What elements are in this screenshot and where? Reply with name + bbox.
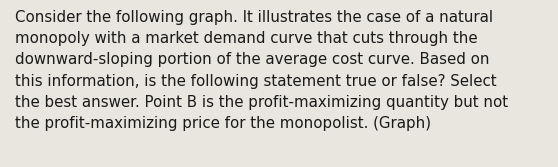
Text: Consider the following graph. It illustrates the case of a natural
monopoly with: Consider the following graph. It illustr…	[15, 10, 508, 131]
